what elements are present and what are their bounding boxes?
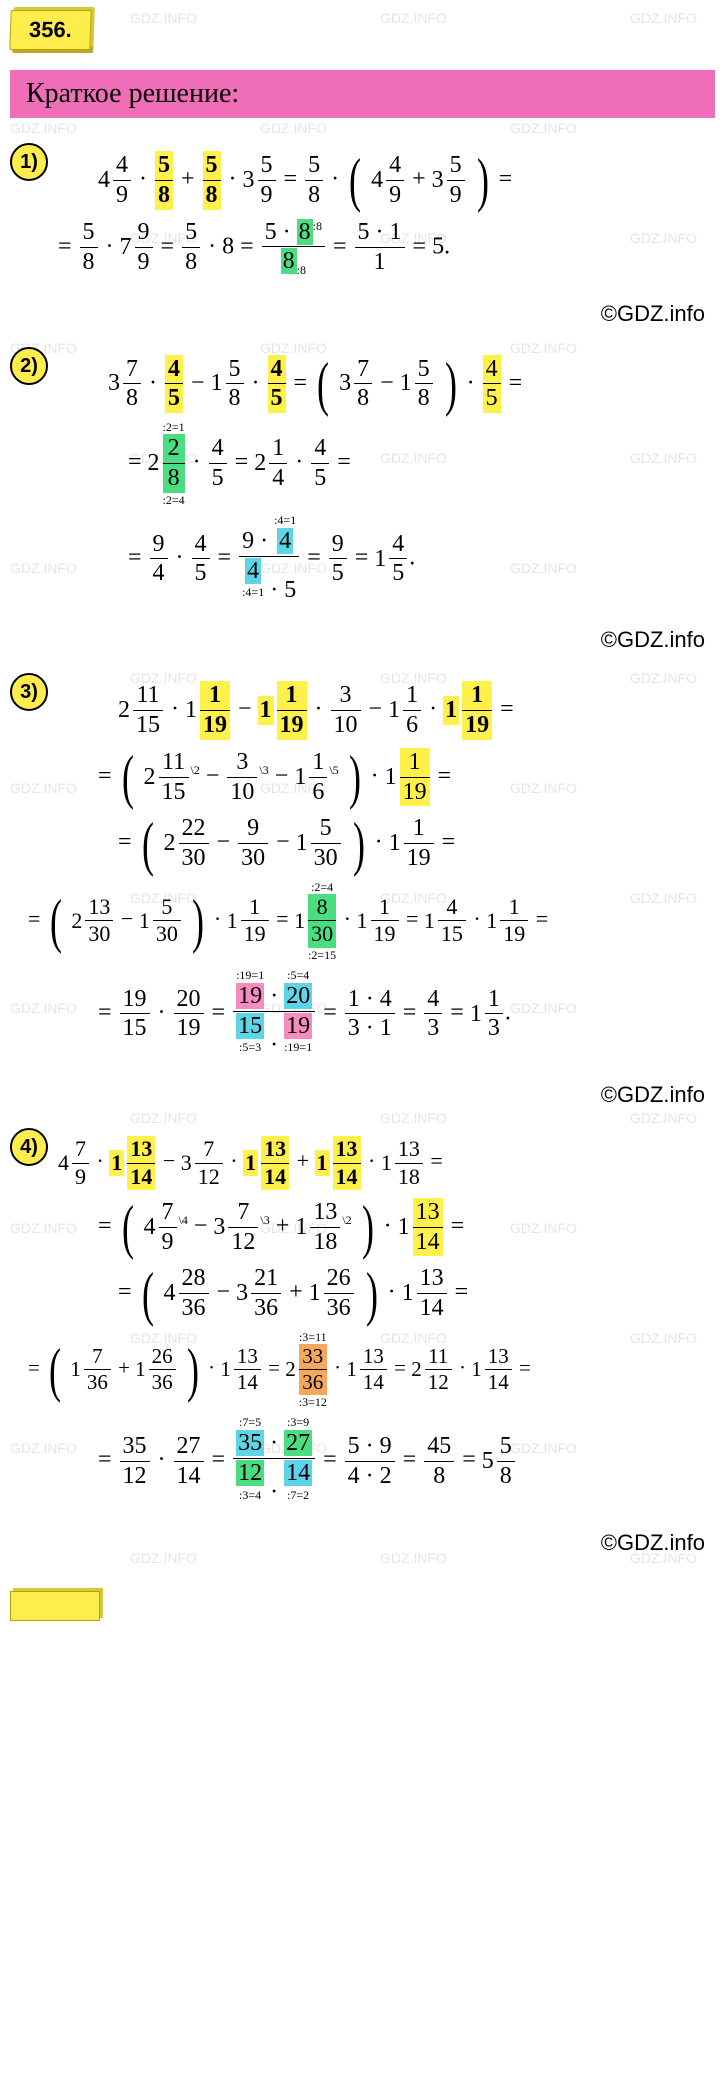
section-header: Краткое решение: [10,70,715,118]
problem-number-3: 3) [10,673,48,711]
copyright-2: ©GDZ.info [10,627,705,653]
math-block-3: 21115 · 1119 − 1119 · 310 − 116 · 1119 =… [58,673,715,1067]
problem-number-badge: 356. [9,10,91,50]
problem-3: 3) 21115 · 1119 − 1119 · 310 − 116 · 111… [10,673,715,1067]
problem-number-4: 4) [10,1128,48,1166]
problem-1: 1) 449 · 58 + 58 · 359 = 58 · ( 449 + 35… [10,143,715,286]
copyright-1: ©GDZ.info [10,301,705,327]
problem-number-1: 1) [10,143,48,181]
math-block-4: 479 · 11314 − 3712 · 11314 + 11314 · 113… [58,1128,715,1515]
copyright-3: ©GDZ.info [10,1082,705,1108]
problem-4: 4) 479 · 11314 − 3712 · 11314 + 11314 · … [10,1128,715,1515]
bottom-badge [10,1591,100,1621]
problem-2: 2) 378 · 45 − 158 · 45 = ( 378 − 158 ) ·… [10,347,715,613]
math-block-2: 378 · 45 − 158 · 45 = ( 378 − 158 ) · 45… [58,347,715,613]
math-block-1: 449 · 58 + 58 · 359 = 58 · ( 449 + 359 )… [58,143,715,286]
problem-number-2: 2) [10,347,48,385]
copyright-4: ©GDZ.info [10,1530,705,1556]
